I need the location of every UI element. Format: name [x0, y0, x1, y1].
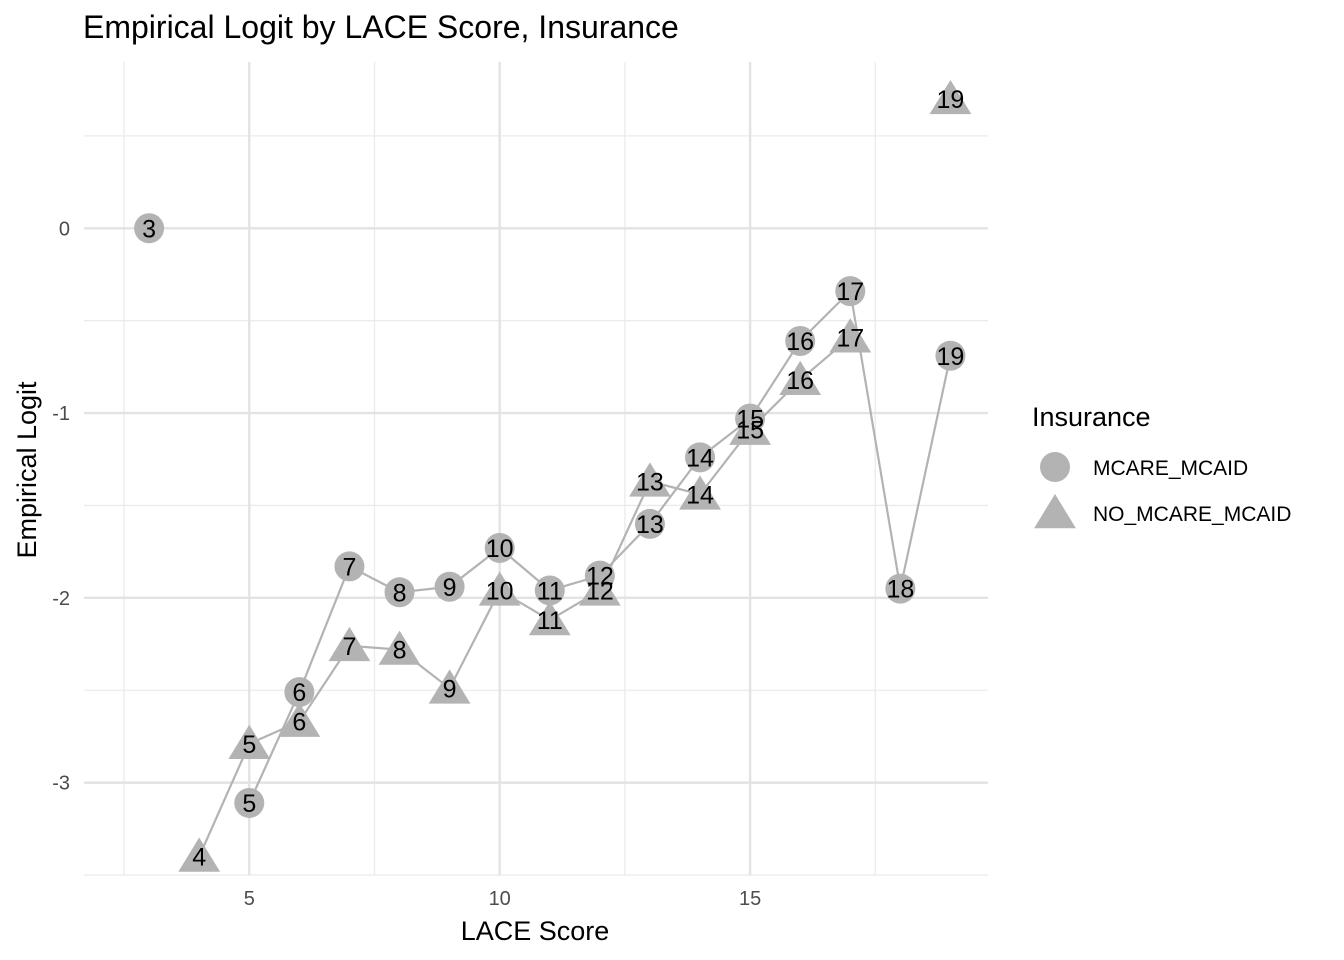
point-mcare-mcaid	[634, 508, 665, 539]
axis-ticks: 5 10 15 -3 -2 -1 0	[52, 218, 761, 910]
data-points	[134, 79, 972, 872]
point-no-mcare-mcaid	[478, 571, 521, 606]
y-tick-label: -1	[52, 403, 70, 425]
point-label: 8	[393, 637, 407, 665]
point-labels: 3 5 6 7 8 9 10 11 12 13 14 15 16 17 18 19 4 5 6 7 8 9 10 11 12 13…	[142, 86, 964, 872]
point-mcare-mcaid	[334, 551, 365, 582]
point-label: 4	[192, 844, 206, 872]
point-mcare-mcaid	[384, 577, 415, 608]
y-tick-label: 0	[59, 218, 70, 240]
point-label: 13	[636, 511, 664, 539]
point-label: 19	[937, 86, 965, 114]
point-mcare-mcaid	[885, 573, 916, 604]
point-label: 11	[537, 607, 563, 635]
point-no-mcare-mcaid	[328, 626, 371, 662]
x-tick-label: 5	[244, 888, 255, 910]
y-tick-label: -2	[52, 588, 70, 610]
point-no-mcare-mcaid	[929, 79, 972, 115]
point-label: 12	[586, 577, 614, 605]
point-mcare-mcaid	[284, 677, 315, 708]
point-label: 14	[686, 481, 714, 509]
point-label: 16	[786, 328, 814, 356]
legend-title: Insurance	[1032, 402, 1151, 432]
legend-label: NO_MCARE_MCAID	[1093, 503, 1291, 526]
point-label: 17	[836, 278, 864, 306]
x-tick-label: 10	[489, 888, 511, 910]
series-lines	[199, 99, 950, 857]
legend-label: MCARE_MCAID	[1093, 457, 1248, 480]
point-no-mcare-mcaid	[578, 571, 621, 606]
point-label: 8	[393, 579, 407, 607]
point-label: 15	[736, 406, 764, 434]
point-label: 18	[886, 576, 914, 604]
y-tick-label: -3	[52, 773, 70, 795]
point-label: 7	[342, 553, 356, 581]
point-mcare-mcaid	[234, 787, 265, 818]
point-label: 3	[142, 215, 156, 243]
point-mcare-mcaid	[785, 326, 816, 357]
point-label: 9	[443, 574, 457, 602]
point-mcare-mcaid	[835, 276, 866, 307]
point-no-mcare-mcaid	[228, 724, 271, 760]
series-line-mcare-mcaid	[248, 288, 952, 804]
point-label: 10	[486, 535, 514, 563]
point-label: 11	[537, 577, 563, 605]
point-no-mcare-mcaid	[278, 702, 321, 737]
point-label: 17	[836, 324, 864, 352]
point-label: 19	[937, 343, 965, 371]
point-no-mcare-mcaid	[679, 475, 721, 510]
point-label: 7	[342, 633, 356, 661]
chart-title: Empirical Logit by LACE Score, Insurance	[83, 9, 679, 45]
point-no-mcare-mcaid	[428, 669, 471, 704]
x-tick-label: 15	[739, 888, 761, 910]
point-label: 16	[786, 367, 814, 395]
point-no-mcare-mcaid	[378, 630, 421, 665]
point-no-mcare-mcaid	[528, 601, 571, 636]
x-axis-title: LACE Score	[461, 916, 610, 946]
point-mcare-mcaid	[935, 340, 966, 371]
point-label: 10	[486, 577, 514, 605]
point-mcare-mcaid	[134, 213, 165, 244]
point-label: 15	[736, 417, 764, 445]
point-label: 14	[686, 444, 714, 472]
point-no-mcare-mcaid	[829, 318, 872, 353]
point-label: 9	[443, 675, 457, 703]
point-no-mcare-mcaid	[178, 837, 221, 872]
point-mcare-mcaid	[534, 575, 565, 606]
legend-key-triangle	[1034, 494, 1076, 529]
point-mcare-mcaid	[484, 532, 515, 563]
y-axis-title: Empirical Logit	[12, 381, 42, 559]
point-mcare-mcaid	[685, 442, 716, 473]
point-no-mcare-mcaid	[629, 462, 671, 497]
point-label: 5	[242, 731, 256, 759]
legend: Insurance MCARE_MCAID NO_MCARE_MCAID	[1032, 402, 1291, 529]
point-label: 13	[636, 468, 664, 496]
point-label: 6	[292, 679, 306, 707]
legend-key-circle	[1040, 452, 1070, 482]
point-label: 5	[242, 790, 256, 818]
point-no-mcare-mcaid	[729, 410, 772, 445]
point-mcare-mcaid	[434, 571, 465, 602]
point-label: 6	[292, 709, 306, 737]
series-line-no-mcare-mcaid	[199, 99, 950, 857]
grid-lines	[84, 62, 988, 876]
point-no-mcare-mcaid	[779, 360, 822, 396]
point-label: 12	[586, 563, 614, 591]
